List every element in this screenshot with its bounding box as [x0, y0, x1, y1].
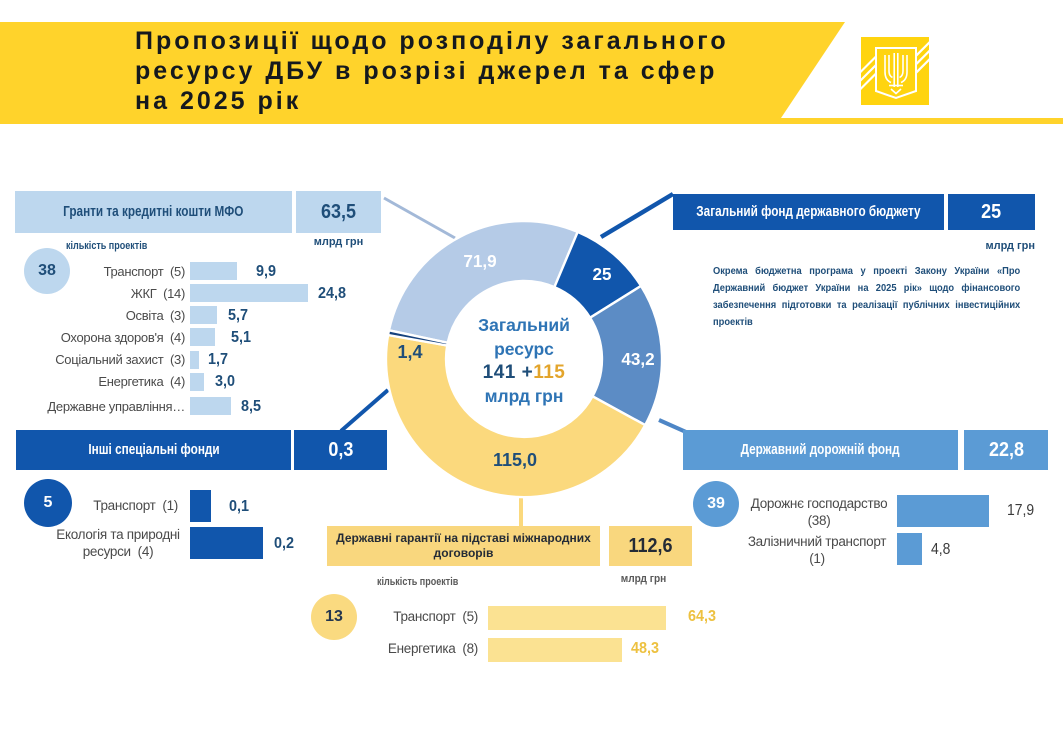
- svg-text:25: 25: [592, 264, 611, 285]
- svg-text:1,4: 1,4: [397, 342, 422, 362]
- svg-text:115,0: 115,0: [493, 450, 537, 470]
- svg-text:43,2: 43,2: [621, 349, 654, 370]
- svg-text:ресурс: ресурс: [494, 339, 554, 359]
- svg-text:млрд грн: млрд грн: [485, 386, 564, 406]
- svg-text:141 +115: 141 +115: [483, 362, 566, 383]
- svg-text:Загальний: Загальний: [478, 315, 570, 335]
- svg-text:71,9: 71,9: [463, 251, 496, 272]
